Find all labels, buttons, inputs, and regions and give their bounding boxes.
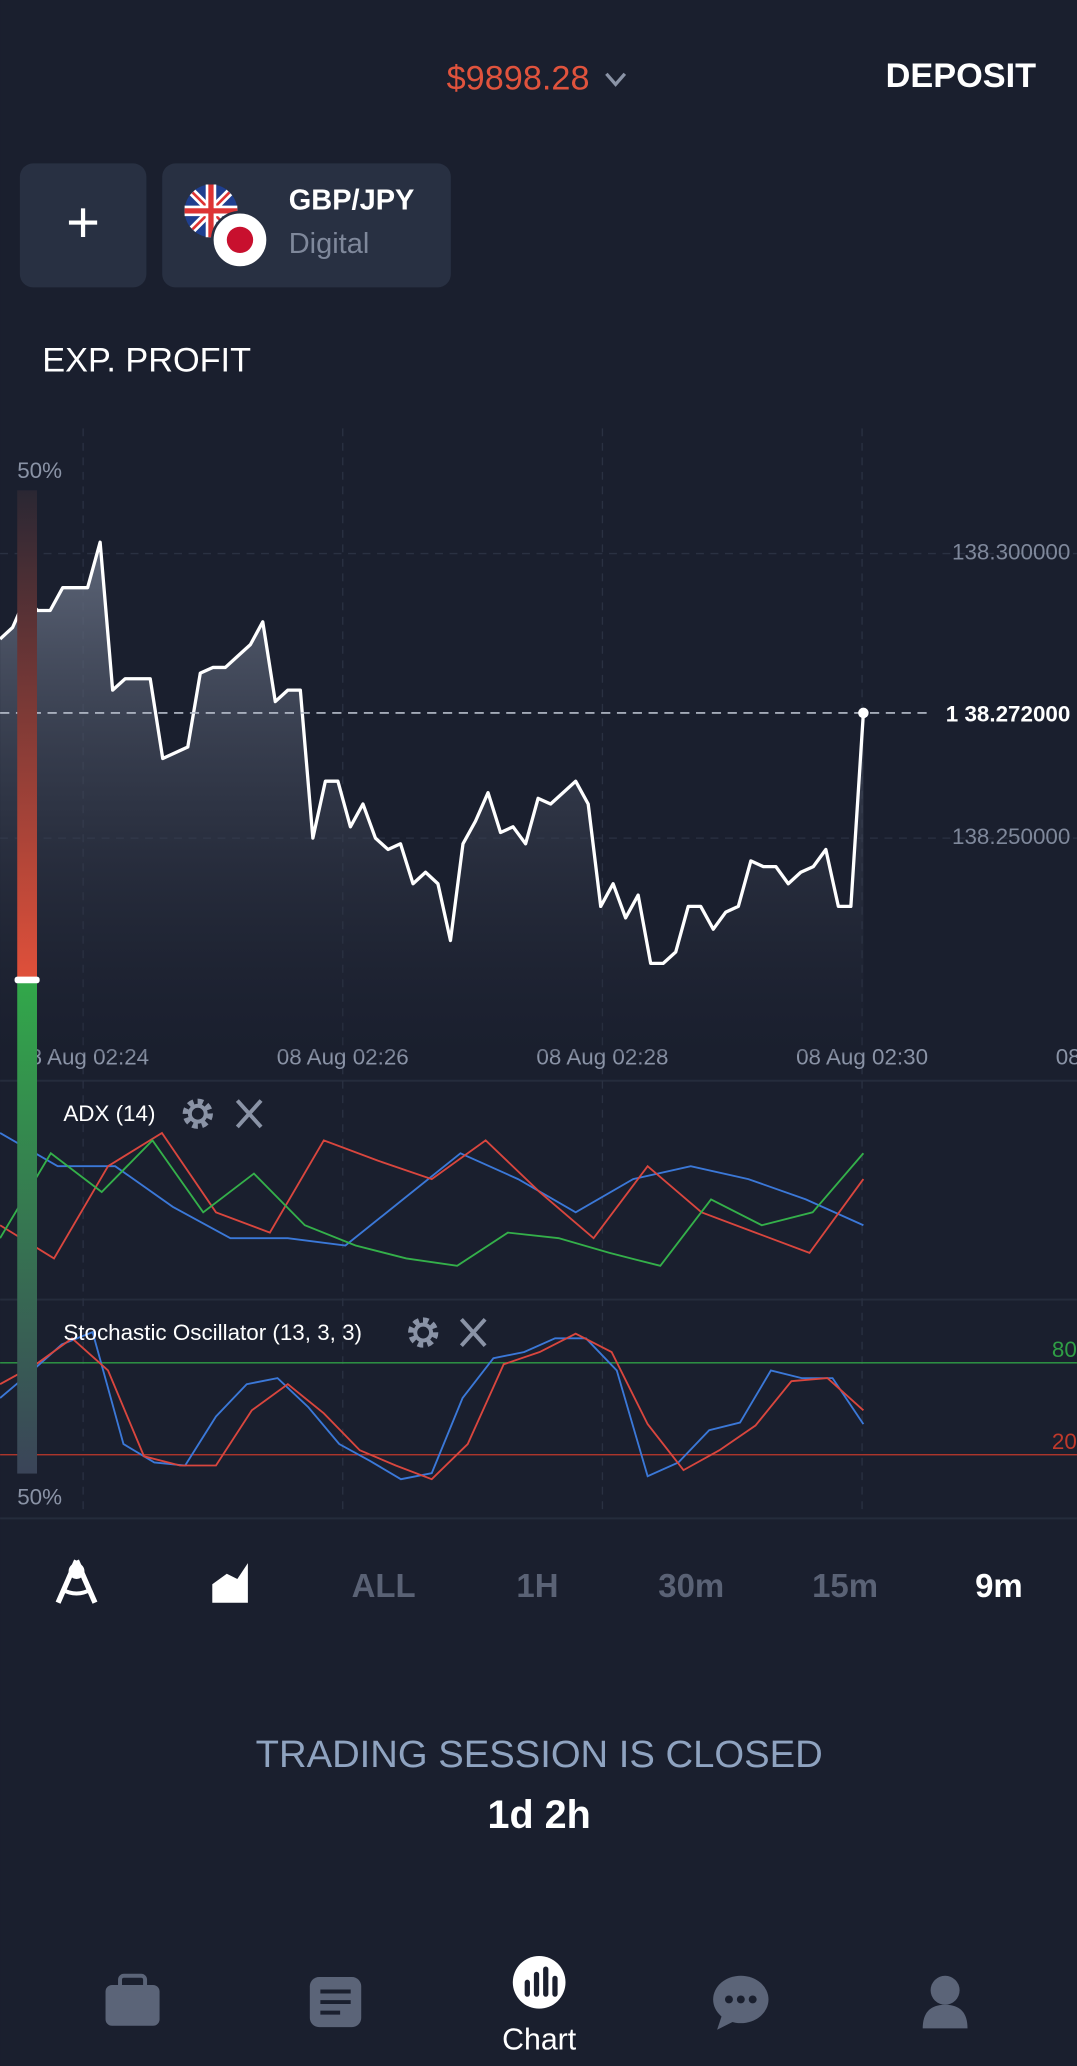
y-tick-label: 138.250000: [952, 824, 1070, 849]
nav-chart[interactable]: Chart: [502, 1955, 577, 2057]
add-asset-button[interactable]: [19, 163, 147, 288]
indicator-line: [0, 1132, 864, 1247]
session-countdown: 1d 2h: [488, 1793, 591, 1837]
chart-type-icon[interactable]: [212, 1563, 248, 1603]
chart-layer: 08 Aug 02:24 08 Aug 02:26 08 Aug 02:28 08 A…: [0, 428, 1077, 1520]
x-tick-label: 08 Aug 02:32: [1056, 1044, 1077, 1069]
current-price-label: 1 38.272000: [946, 701, 1071, 726]
nav-history[interactable]: [309, 1977, 362, 2028]
balance[interactable]: $9898.28: [447, 59, 590, 97]
current-price-dot: [858, 707, 869, 719]
price-line: [0, 540, 866, 965]
asset-name[interactable]: GBP/JPY: [289, 184, 415, 216]
level-label: 20: [1052, 1429, 1077, 1454]
y-tick-label: 138.300000: [952, 539, 1070, 564]
balance-chevron[interactable]: [605, 72, 627, 87]
level-label: 80: [1052, 1337, 1077, 1362]
area-fill: [0, 542, 864, 1055]
nav-chart-label[interactable]: Chart: [502, 2024, 577, 2057]
indicator-line: [0, 1138, 865, 1267]
indicator-line: [0, 1332, 865, 1481]
deposit-button[interactable]: DEPOSIT: [886, 57, 1036, 95]
timeframe-tab[interactable]: 15m: [812, 1567, 878, 1604]
nav-profile[interactable]: [922, 1975, 968, 2029]
nav-portfolio[interactable]: [105, 1973, 160, 2026]
asset-kind[interactable]: Digital: [289, 228, 370, 260]
profit-gauge: 50% 50%: [14, 458, 62, 1510]
gauge-top-label: 50%: [17, 458, 62, 483]
indicator-line: [0, 1131, 865, 1260]
flag-japan: [210, 210, 269, 269]
session-status: TRADING SESSION IS CLOSED: [256, 1733, 823, 1776]
indicator-title: ADX (14): [63, 1101, 155, 1126]
timeframe-tab[interactable]: 30m: [658, 1567, 724, 1604]
timeframe-tabs: ALL 1H 30m 15m 9m: [352, 1567, 1023, 1604]
adx-controls[interactable]: [182, 1098, 263, 1129]
add-icon[interactable]: +: [66, 191, 100, 255]
timeframe-tab[interactable]: ALL: [352, 1567, 416, 1604]
gauge-bottom-label: 50%: [17, 1485, 62, 1510]
drawing-tool-icon[interactable]: [55, 1559, 98, 1604]
timeframe-tab[interactable]: 9m: [975, 1567, 1023, 1604]
indicator-title: Stochastic Oscillator (13, 3, 3): [63, 1320, 362, 1345]
exp-profit-label: EXP. PROFIT: [42, 342, 251, 380]
stochastic-controls[interactable]: [408, 1317, 487, 1348]
timeframe-tab[interactable]: 1H: [516, 1567, 558, 1604]
nav-chat[interactable]: [713, 1975, 769, 2030]
